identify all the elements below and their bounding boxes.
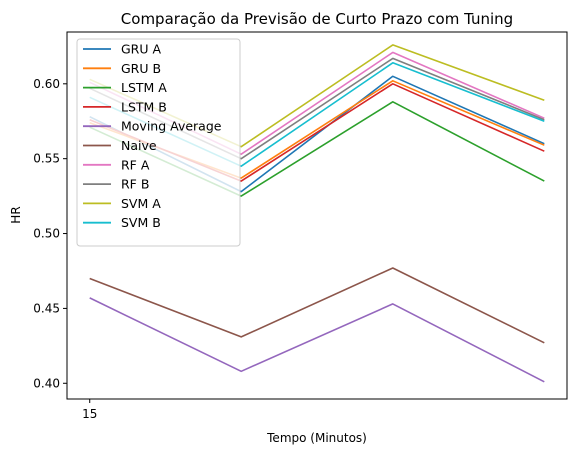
y-axis-label: HR: [9, 206, 23, 223]
y-tick-label: 0.40: [33, 376, 60, 390]
legend-label-1: GRU B: [121, 61, 161, 76]
legend-label-7: RF B: [121, 177, 149, 192]
legend-label-8: SVM A: [121, 196, 161, 211]
legend: GRU A GRU B LSTM A LSTM B Moving Average Naiv…: [76, 38, 241, 247]
legend-label-3: LSTM B: [121, 99, 167, 114]
x-axis-label: Tempo (Minutos): [266, 431, 367, 445]
legend-box: [76, 38, 241, 247]
series-line-5: [89, 267, 545, 344]
y-tick-label: 0.60: [33, 77, 60, 91]
legend-label-5: Naive: [121, 138, 157, 153]
plot-frame: [66, 31, 568, 400]
x-axis: 15: [82, 399, 97, 421]
legend-label-0: GRU A: [121, 42, 161, 57]
legend-label-4: Moving Average: [121, 119, 222, 134]
x-tick-label: 15: [82, 407, 97, 421]
y-tick-label: 0.55: [33, 152, 60, 166]
y-tick-label: 0.50: [33, 227, 60, 241]
legend-label-9: SVM B: [121, 215, 161, 230]
series-line-4: [89, 297, 545, 383]
chart-title: Comparação da Previsão de Curto Prazo co…: [121, 10, 513, 28]
y-tick-label: 0.45: [33, 301, 60, 315]
legend-label-6: RF A: [121, 157, 150, 172]
y-axis: 0.40 0.45 0.50 0.55 0.60: [33, 77, 67, 390]
legend-label-2: LSTM A: [121, 80, 167, 95]
